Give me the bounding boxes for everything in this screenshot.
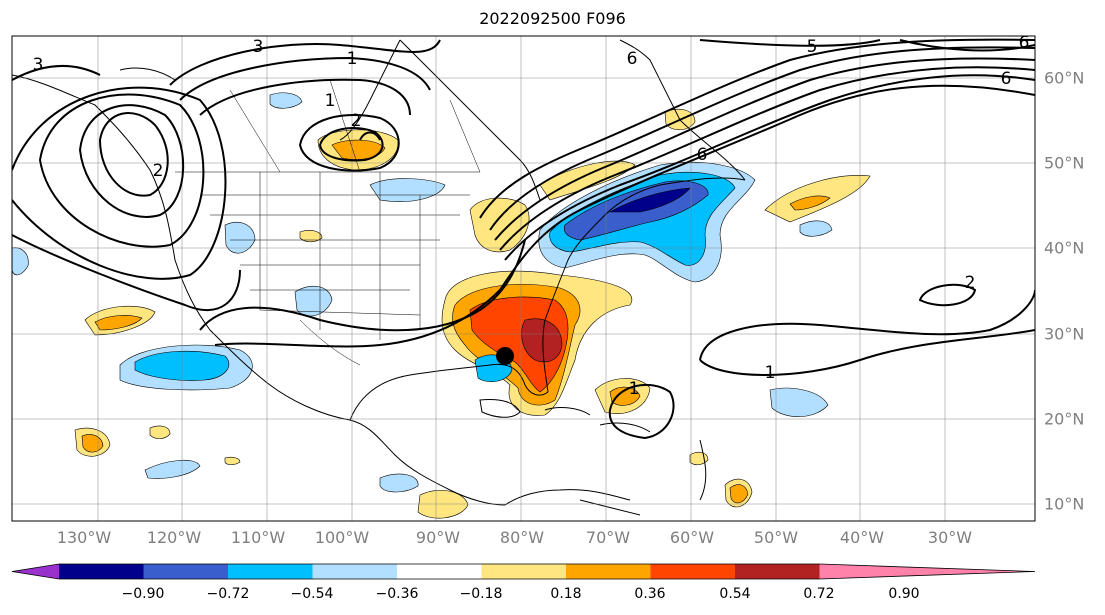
- lon-label: 30°W: [927, 528, 973, 547]
- colorbar-extend-min: [12, 564, 59, 579]
- contour-label: 3: [253, 37, 264, 57]
- colorbar-segment: [228, 564, 313, 579]
- lon-label: 130°W: [56, 528, 112, 547]
- colorbar-tick: −0.72: [206, 586, 250, 602]
- colorbar-segment: [143, 564, 228, 579]
- contour-label: 2: [965, 273, 976, 293]
- colorbar-tick: −0.54: [290, 586, 334, 602]
- colorbar-segment: [650, 564, 735, 579]
- colorbar-segment: [735, 564, 820, 579]
- contour-label: 6: [1001, 69, 1012, 89]
- colorbar-tick: 0.90: [888, 586, 920, 602]
- contour-label: 2: [351, 111, 362, 131]
- lon-label: 60°W: [669, 528, 715, 547]
- contour-label: 6: [697, 145, 708, 165]
- colorbar-segment: [59, 564, 144, 579]
- lon-label: 70°W: [585, 528, 631, 547]
- map-title: 2022092500 F096: [479, 9, 626, 28]
- colorbar-tick: 0.54: [719, 586, 751, 602]
- colorbar-segment: [481, 564, 566, 579]
- contour-label: 1: [325, 91, 336, 111]
- colorbar-segment: [566, 564, 651, 579]
- lon-label: 40°W: [839, 528, 885, 547]
- lat-label: 20°N: [1044, 409, 1085, 429]
- colorbar-segment: [397, 564, 482, 579]
- contour-label: 2: [153, 161, 164, 181]
- lat-label: 40°N: [1044, 238, 1085, 258]
- contour-label: 1: [347, 49, 358, 69]
- colorbar-segment: [312, 564, 397, 579]
- lat-label: 60°N: [1044, 68, 1085, 88]
- colorbar-tick: −0.36: [375, 586, 419, 602]
- contour-label: 5: [807, 37, 818, 57]
- lat-label: 10°N: [1044, 494, 1085, 514]
- map-frame: [11, 35, 1036, 522]
- contour-label: 6: [1019, 33, 1030, 53]
- anomaly-shading: [12, 92, 871, 519]
- colorbar-tick: 0.36: [634, 586, 666, 602]
- contours: [12, 38, 1035, 440]
- storm-center-dot: [496, 347, 514, 365]
- colorbar-tick: −0.90: [121, 586, 165, 602]
- contour-label: 3: [33, 55, 44, 75]
- contour-labels: 3 3 1 2 2 1 1 5 6 6 6 6 1 2: [33, 33, 1030, 399]
- colorbar-extend-max: [819, 564, 1035, 579]
- contour-label: 1: [629, 379, 640, 399]
- colorbar-tick: 0.72: [803, 586, 835, 602]
- contour-label: 1: [765, 363, 776, 383]
- lon-label: 50°W: [753, 528, 799, 547]
- colorbar-tick: 0.18: [550, 586, 582, 602]
- lon-label: 120°W: [146, 528, 202, 547]
- contour-label: 6: [627, 49, 638, 69]
- lat-label: 50°N: [1044, 153, 1085, 173]
- colorbar-outline: [11, 563, 1036, 580]
- lon-label: 110°W: [230, 528, 286, 547]
- lat-label: 30°N: [1044, 324, 1085, 344]
- colorbar: [11, 563, 1036, 580]
- lon-label: 90°W: [415, 528, 461, 547]
- lon-label: 80°W: [499, 528, 545, 547]
- coastlines: [12, 39, 746, 516]
- lon-label: 100°W: [314, 528, 370, 547]
- colorbar-tick: −0.18: [459, 586, 503, 602]
